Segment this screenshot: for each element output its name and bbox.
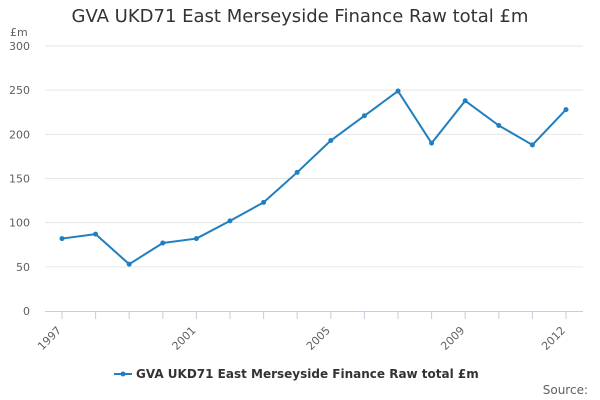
series-group — [59, 88, 569, 267]
data-point — [529, 142, 535, 148]
data-point — [429, 140, 435, 146]
data-point — [126, 261, 132, 267]
data-point — [261, 199, 267, 205]
data-point — [328, 138, 334, 144]
data-point — [462, 98, 468, 104]
y-unit-label: £m — [10, 26, 28, 39]
legend-label: GVA UKD71 East Merseyside Finance Raw to… — [136, 367, 479, 381]
x-tick-label: 2001 — [170, 324, 199, 353]
legend-marker — [120, 371, 126, 377]
x-tick-label: 2005 — [304, 324, 333, 353]
x-axis: 1997 2001 2005 2009 2012 — [35, 311, 583, 353]
y-tick-label: 50 — [16, 261, 30, 274]
data-point — [227, 218, 233, 224]
y-tick-label: 100 — [9, 217, 30, 230]
y-tick-label: 300 — [9, 40, 30, 53]
y-tick-label: 200 — [9, 128, 30, 141]
series-line — [61, 90, 567, 266]
legend[interactable]: GVA UKD71 East Merseyside Finance Raw to… — [114, 367, 479, 381]
data-point — [93, 231, 99, 237]
x-tick-label: 2012 — [539, 324, 568, 353]
gridlines — [45, 45, 583, 268]
x-tick-label: 2009 — [438, 324, 467, 353]
data-point — [395, 88, 401, 94]
y-tick-label: 150 — [9, 173, 30, 186]
chart-title: GVA UKD71 East Merseyside Finance Raw to… — [71, 6, 529, 27]
x-tick-label: 1997 — [35, 324, 64, 353]
y-axis: 0 50 100 150 200 250 300 — [9, 40, 30, 318]
source-label: Source: — [543, 383, 588, 397]
data-point — [563, 107, 569, 113]
data-point — [496, 123, 502, 128]
y-tick-label: 0 — [23, 305, 30, 318]
y-tick-label: 250 — [9, 84, 30, 97]
data-point — [193, 236, 199, 242]
data-point — [294, 169, 300, 175]
data-point — [160, 240, 166, 246]
data-point — [361, 113, 367, 119]
data-point — [59, 236, 65, 242]
